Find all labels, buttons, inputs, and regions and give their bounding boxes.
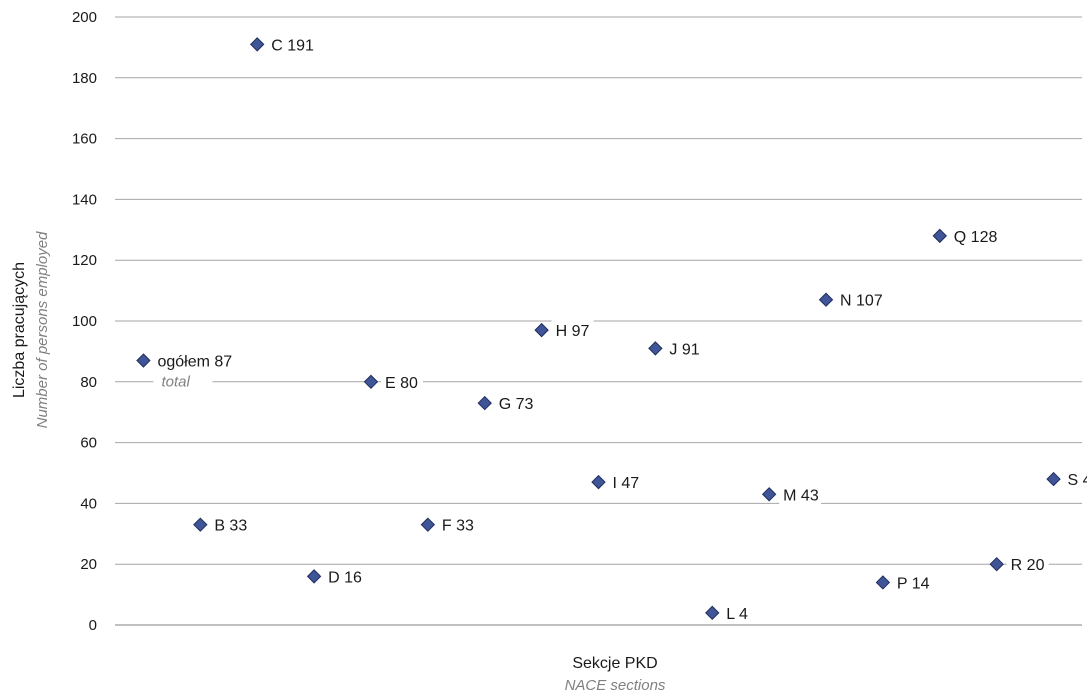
x-axis-subtitle: NACE sections — [565, 677, 666, 694]
data-label-B: B 33 — [214, 518, 247, 535]
data-label-P: P 14 — [897, 575, 930, 592]
y-tick-label: 180 — [72, 70, 97, 87]
data-point-L — [705, 605, 720, 621]
data-label-F: F 33 — [442, 518, 474, 535]
data-label-M: M 43 — [783, 487, 819, 504]
data-point-Q — [932, 228, 948, 244]
data-label-bg — [1006, 553, 1049, 576]
data-label-bg — [551, 319, 594, 342]
data-label-bg — [836, 288, 888, 311]
y-axis-title: Liczba pracujących — [11, 262, 28, 398]
data-point-C — [249, 37, 265, 52]
data-label-C: C 191 — [271, 37, 314, 54]
data-label-bg — [1063, 468, 1087, 491]
data-point-M — [761, 487, 777, 502]
y-tick-label: 20 — [80, 556, 97, 573]
data-label-E: E 80 — [385, 375, 418, 392]
data-point-P — [875, 575, 891, 590]
y-tick-label: 140 — [72, 191, 97, 208]
data-point-E — [363, 374, 379, 390]
data-label-N: N 107 — [840, 293, 883, 310]
data-label-bg — [494, 392, 537, 415]
data-sublabel-bg — [153, 370, 213, 391]
y-tick-label: 80 — [80, 374, 97, 391]
data-label-Q: Q 128 — [954, 229, 998, 246]
data-label-bg — [324, 565, 367, 588]
data-label-S: S 48 — [1068, 472, 1087, 489]
data-label-bg — [437, 513, 480, 536]
y-tick-label: 200 — [72, 9, 97, 26]
data-label-R: R 20 — [1011, 557, 1045, 574]
y-tick-label: 60 — [80, 435, 97, 452]
data-point-I — [591, 474, 606, 490]
data-label-L: L 4 — [726, 606, 748, 623]
data-point-ogółem — [136, 353, 151, 368]
data-point-J — [648, 341, 663, 356]
data-point-G — [477, 395, 492, 411]
data-label-bg — [892, 571, 935, 594]
data-point-B — [193, 517, 208, 532]
data-label-bg — [210, 513, 253, 536]
data-label-J: J 91 — [669, 341, 699, 358]
data-point-D — [306, 569, 322, 584]
x-axis-title: Sekcje PKD — [572, 655, 657, 672]
data-points — [136, 37, 1061, 621]
data-point-F — [420, 517, 436, 532]
data-point-H — [534, 322, 549, 338]
data-label-G: G 73 — [499, 396, 534, 413]
data-point-S — [1046, 471, 1061, 487]
data-label-H: H 97 — [556, 323, 590, 340]
y-tick-label: 40 — [80, 495, 97, 512]
y-axis-subtitle: Number of persons employed — [34, 231, 51, 428]
y-axis-ticks: 0 20 40 60 80 100 120 140 160 180 200 — [72, 9, 97, 634]
data-labels: ogółem 87 total B 33 C 191 D 16 E 80 F 33 G 73 H… — [153, 33, 1087, 624]
data-label-D: D 16 — [328, 569, 362, 586]
data-label-bg — [665, 337, 708, 360]
y-tick-label: 160 — [72, 131, 97, 148]
data-sublabel-ogółem: total — [161, 374, 190, 391]
data-point-N — [818, 292, 834, 307]
y-tick-label: 120 — [72, 252, 97, 269]
data-label-I: I 47 — [613, 475, 640, 492]
data-label-bg — [722, 601, 756, 624]
data-label-ogółem: ogółem 87 — [157, 354, 232, 371]
data-label-bg — [779, 483, 822, 506]
data-label-bg — [153, 349, 241, 372]
data-label-bg — [380, 370, 423, 393]
y-tick-label: 100 — [72, 313, 97, 330]
data-label-bg — [608, 471, 651, 494]
data-label-bg — [267, 33, 319, 56]
y-tick-label: 0 — [89, 617, 97, 634]
data-point-R — [989, 556, 1004, 572]
gridlines — [115, 16, 1082, 626]
data-label-bg — [949, 224, 1001, 247]
